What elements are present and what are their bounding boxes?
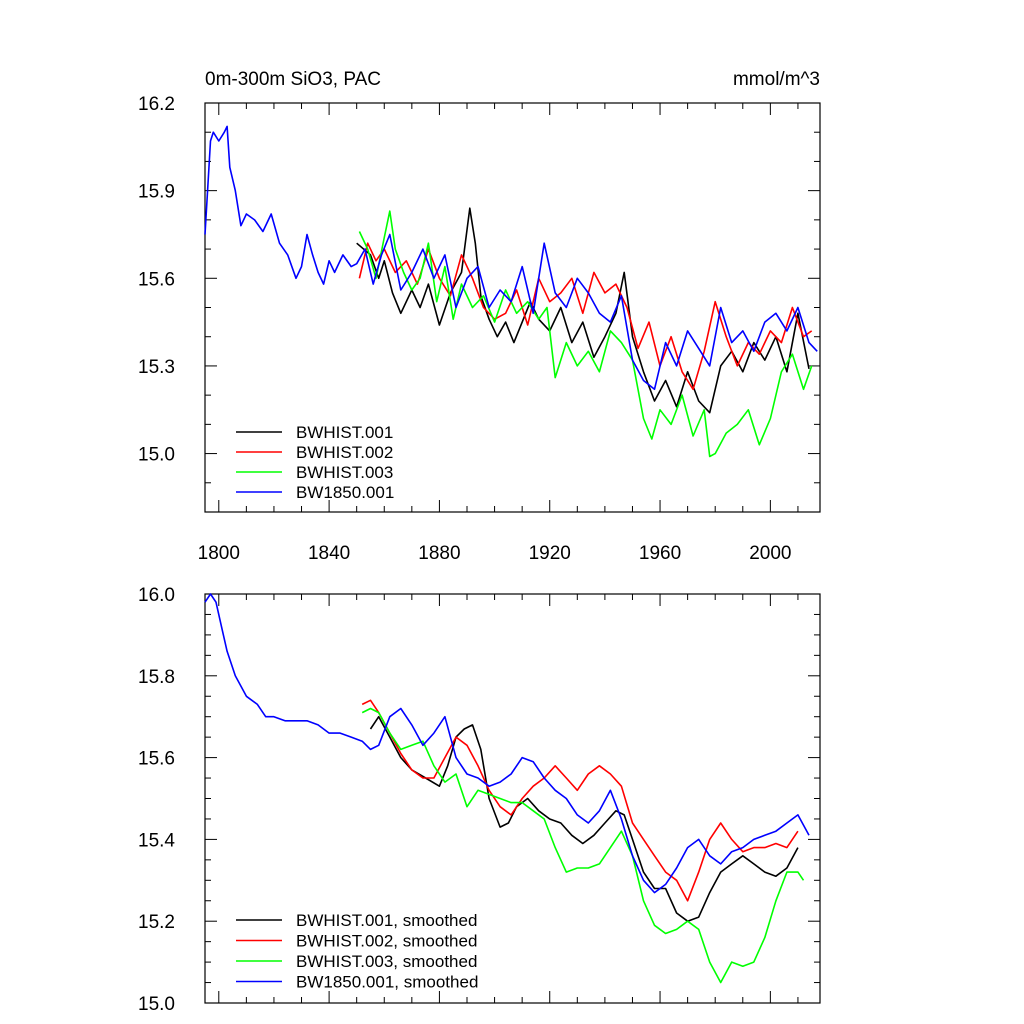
y-tick-label: 15.4	[138, 830, 175, 851]
x-tick-label: 1800	[198, 543, 240, 564]
series-line-bw1850-001-smoothed	[204, 593, 810, 894]
y-tick-label: 15.2	[138, 912, 175, 933]
y-tick-label: 15.3	[138, 357, 175, 378]
y-tick-label: 15.6	[138, 269, 175, 290]
series-line-bw1850-001	[204, 125, 818, 391]
bottom-panel: 15.0 15.2 15.4 15.6 15.8 16.0 BWHIST.001, smoo…	[138, 585, 821, 1015]
legend-label: BWHIST.002	[296, 443, 393, 462]
legend-label: BW1850.001, smoothed	[296, 973, 478, 992]
y-tick-label: 15.8	[138, 667, 175, 688]
legend-label: BWHIST.001	[296, 423, 393, 442]
legend-label: BWHIST.003	[296, 463, 393, 482]
series-line-bwhist-002-smoothed	[361, 699, 799, 902]
series-line-bwhist-003-smoothed	[361, 707, 805, 984]
legend-label: BWHIST.002, smoothed	[296, 932, 477, 951]
units-label: mmol/m^3	[733, 69, 820, 90]
y-tick-label: 15.9	[138, 182, 175, 203]
legend-label: BW1850.001	[296, 483, 394, 502]
y-tick-label: 16.0	[138, 585, 175, 606]
series-line-bwhist-001	[356, 207, 810, 414]
y-tick-label: 16.2	[138, 94, 175, 115]
y-tick-label: 15.0	[138, 445, 175, 466]
x-tick-label: 1880	[418, 543, 460, 564]
x-tick-label: 1840	[308, 543, 350, 564]
chart-title: 0m-300m SiO3, PAC	[205, 69, 381, 90]
x-tick-label: 1920	[529, 543, 571, 564]
series-line-bwhist-001-smoothed	[369, 715, 799, 923]
x-tick-label: 1960	[639, 543, 681, 564]
legend-label: BWHIST.003, smoothed	[296, 952, 477, 971]
series-line-bwhist-002	[358, 242, 813, 391]
legend-label: BWHIST.001, smoothed	[296, 911, 477, 930]
y-tick-label: 15.0	[138, 994, 175, 1015]
series-line-bwhist-003	[358, 210, 813, 458]
y-tick-label: 15.6	[138, 749, 175, 770]
top-panel: 15.0 15.3 15.6 15.9 16.2 1800 1840 1880 1920 1960…	[138, 69, 821, 564]
x-tick-label: 2000	[749, 543, 791, 564]
